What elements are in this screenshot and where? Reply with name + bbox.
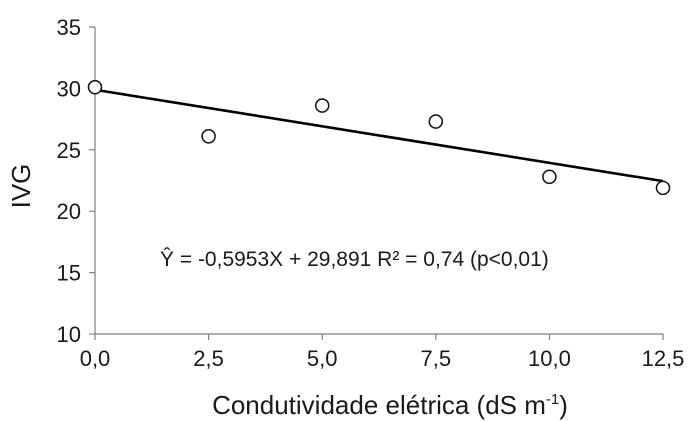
y-tick-label: 25: [57, 138, 81, 163]
data-point: [87, 79, 103, 95]
x-axis-title-superscript: -1: [546, 391, 559, 408]
y-tick-label: 15: [57, 261, 81, 286]
y-tick-label: 10: [57, 322, 81, 347]
y-tick-label: 20: [57, 199, 81, 224]
data-point: [201, 128, 216, 144]
x-tick-label: 7,5: [421, 346, 452, 371]
data-point: [655, 180, 671, 196]
data-point: [314, 98, 330, 113]
x-axis-title: Condutividade elétrica (dS m-1): [212, 390, 568, 420]
trendline: [94, 88, 664, 183]
y-axis-ticks: 10 15 20 25 30 35: [57, 15, 95, 347]
x-tick-label: 0,0: [80, 346, 111, 371]
data-point: [542, 169, 557, 185]
data-points: [87, 79, 671, 196]
x-tick-label: 2,5: [193, 346, 224, 371]
x-tick-label: 10,0: [528, 346, 571, 371]
y-tick-label: 35: [57, 15, 81, 40]
x-tick-label: 5,0: [307, 346, 338, 371]
x-axis-ticks: 0,0 2,5 5,0 7,5 10,0 12,5: [80, 334, 685, 371]
x-axis-title-close: ): [559, 390, 568, 420]
x-axis-title-main: Condutividade elétrica (dS m: [212, 390, 546, 420]
y-tick-label: 30: [57, 76, 81, 101]
x-tick-label: 12,5: [642, 346, 685, 371]
regression-equation: Ŷ = -0,5953X + 29,891 R² = 0,74 (p<0,01): [160, 248, 549, 271]
y-axis-title: IVG: [6, 164, 36, 209]
data-point: [428, 114, 444, 129]
